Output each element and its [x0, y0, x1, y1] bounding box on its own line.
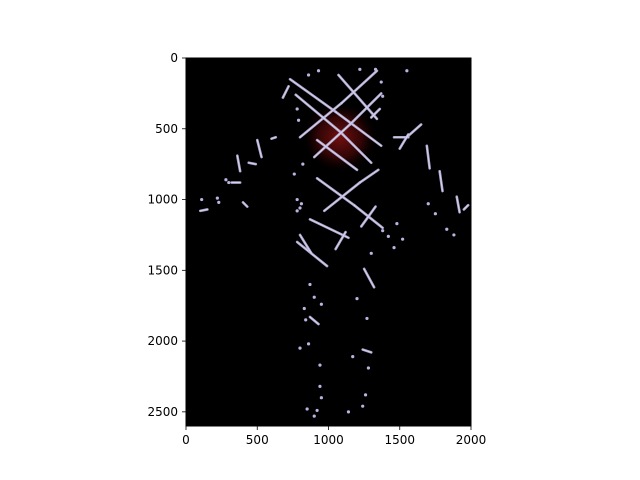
marker-segment-highlight	[359, 169, 379, 183]
marker-dot	[405, 69, 409, 73]
y-tick-label: 1000	[147, 193, 178, 207]
marker-segment-highlight	[313, 124, 351, 158]
marker-dot	[224, 178, 228, 182]
x-axis: 0 500 1000 1500 2000	[182, 426, 486, 447]
y-tick-label: 1500	[147, 263, 178, 277]
marker-dot	[302, 306, 306, 311]
marker-segment-highlight	[323, 182, 361, 212]
marker-dot	[299, 202, 304, 206]
marker-segment-highlight	[309, 218, 349, 239]
marker-segment-highlight	[360, 206, 376, 227]
marker-dot	[373, 67, 378, 71]
marker-segment-highlight	[271, 136, 277, 140]
marker-dot	[296, 118, 301, 122]
marker-dot	[365, 316, 369, 321]
x-tick-label: 2000	[456, 433, 487, 447]
marker-dot	[295, 209, 299, 213]
marker-dot	[381, 94, 385, 98]
marker-dot	[298, 206, 302, 210]
marker-dot	[306, 73, 311, 77]
marker-segment-highlight	[362, 349, 372, 353]
marker-dot	[445, 227, 449, 231]
marker-segment-highlight	[426, 145, 431, 169]
y-tick-label: 2500	[147, 405, 178, 419]
marker-dot	[355, 297, 359, 301]
marker-segment-highlight	[338, 74, 378, 120]
marker-segment-highlight	[340, 70, 378, 104]
marker-segment-highlight	[299, 102, 342, 138]
marker-dot	[379, 80, 383, 84]
marker-dot	[308, 282, 312, 287]
marker-segment-highlight	[339, 131, 372, 164]
marker-dot	[433, 212, 437, 216]
marker-segment-highlight	[299, 234, 312, 254]
marker-segment-highlight	[463, 204, 469, 210]
x-tick-label: 0	[182, 433, 190, 447]
marker-dot	[392, 246, 396, 250]
marker-dot	[369, 251, 373, 255]
marker-segment-highlight	[289, 78, 337, 113]
marker-dot	[363, 393, 368, 397]
x-tick-label: 1500	[384, 433, 415, 447]
marker-dot	[295, 107, 299, 111]
marker-dot	[386, 234, 390, 238]
marker-dot	[318, 363, 322, 367]
marker-dot	[315, 408, 319, 413]
marker-segment-highlight	[335, 111, 382, 147]
marker-segment-highlight	[248, 162, 257, 165]
marker-segment-highlight	[309, 316, 319, 325]
marker-dot	[301, 162, 305, 166]
marker-dot	[319, 302, 323, 306]
y-axis: 0 500 1000 1500 2000 2500	[147, 51, 186, 419]
marker-dot	[292, 172, 296, 176]
marker-segment-highlight	[236, 155, 241, 172]
marker-dot	[306, 342, 311, 346]
marker-dot	[346, 410, 351, 414]
marker-dot	[361, 404, 365, 408]
marker-segment-highlight	[370, 108, 381, 118]
marker-dot	[358, 67, 362, 71]
marker-segment-highlight	[282, 85, 290, 99]
marker-dot	[304, 318, 308, 322]
marker-dot	[227, 180, 231, 185]
y-tick-label: 500	[155, 122, 178, 136]
marker-dot	[319, 396, 323, 400]
marker-segment-highlight	[199, 209, 208, 212]
marker-dot	[401, 237, 405, 241]
y-tick-label: 2000	[147, 334, 178, 348]
marker-dot	[305, 407, 309, 411]
marker-dot	[381, 229, 385, 233]
marker-dot	[395, 222, 399, 226]
marker-segment-highlight	[256, 139, 262, 158]
x-tick-label: 500	[246, 433, 269, 447]
marker-dot	[217, 200, 221, 204]
marker-segment-highlight	[399, 134, 409, 149]
y-tick-label: 0	[170, 51, 178, 65]
marker-dot	[351, 355, 355, 359]
marker-segment-highlight	[295, 94, 341, 133]
marker-dot	[318, 384, 322, 388]
marker-segment-highlight	[335, 231, 347, 250]
marker-segment-highlight	[349, 92, 382, 125]
marker-segment-highlight	[242, 201, 248, 208]
image-content	[198, 67, 470, 418]
marker-segment-highlight	[439, 170, 443, 192]
marker-segment-highlight	[363, 268, 375, 288]
marker-dot	[215, 196, 219, 200]
marker-segment-highlight	[407, 124, 422, 137]
marker-dot	[200, 197, 204, 202]
x-tick-label: 1000	[313, 433, 344, 447]
marker-segment-highlight	[456, 196, 461, 213]
marker-dot	[295, 197, 299, 202]
marker-dot	[452, 233, 456, 237]
marker-dot	[298, 346, 302, 350]
marker-dot	[366, 366, 370, 370]
marker-dot	[312, 295, 316, 299]
marker-segment-highlight	[316, 177, 355, 206]
marker-dot	[426, 202, 430, 206]
marker-segment-highlight	[316, 139, 358, 171]
marker-dot	[316, 69, 321, 73]
marker-dot	[312, 414, 316, 418]
